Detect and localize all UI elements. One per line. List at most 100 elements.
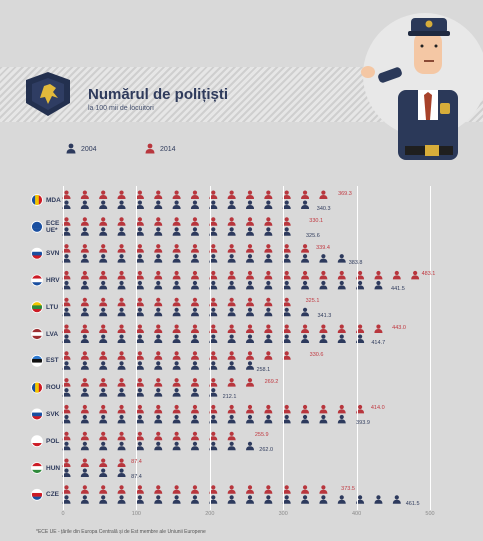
police-icon-2004 <box>154 361 163 370</box>
police-icon-2014 <box>227 190 236 199</box>
police-icon-2014 <box>135 378 144 387</box>
value-label-2004: 393.9 <box>356 420 370 427</box>
police-icon-2004 <box>135 334 144 343</box>
police-icon-2004 <box>209 200 218 209</box>
police-icon-2004 <box>282 254 291 263</box>
police-icon-2014 <box>282 404 291 414</box>
police-icon-2014 <box>135 351 144 360</box>
police-icon-2014 <box>246 217 254 226</box>
police-icon-2014 <box>301 485 310 494</box>
police-icon-2004 <box>154 280 163 290</box>
police-icon-2004 <box>246 441 254 451</box>
police-icon-2004 <box>190 200 199 209</box>
police-icon-2014 <box>62 485 71 494</box>
police-icon-2004 <box>99 388 108 397</box>
police-icon-2014 <box>356 404 365 414</box>
x-tick-label: 200 <box>205 511 215 517</box>
police-icon-2004 <box>209 227 218 236</box>
police-icon-2004 <box>99 307 108 317</box>
police-icon-2014 <box>135 404 144 414</box>
value-label-2004: 262.0 <box>259 447 274 454</box>
police-icon-2004 <box>301 307 310 317</box>
police-icon-2014 <box>172 485 181 494</box>
police-icon-2004 <box>117 227 126 236</box>
police-icon-2004 <box>172 441 181 451</box>
police-icon-2014 <box>227 378 236 387</box>
police-icon-2014 <box>135 485 144 494</box>
police-icon-2014 <box>117 485 126 494</box>
police-icon-2004 <box>246 495 254 504</box>
police-icon-2004 <box>172 361 181 370</box>
value-label-2014: 255.9 <box>254 432 269 439</box>
police-icon-2004 <box>227 441 236 451</box>
police-icon-2004 <box>117 468 126 477</box>
value-label-2004: 212.1 <box>222 393 237 400</box>
police-icon-2004 <box>62 495 71 504</box>
police-icon-2014 <box>172 217 181 226</box>
police-icon-2004 <box>172 280 181 290</box>
police-icon-2004 <box>209 254 218 263</box>
police-icon-2004 <box>301 495 310 504</box>
value-label-2004: 87.4 <box>131 474 142 480</box>
police-icon-2004 <box>172 414 181 424</box>
police-icon-2004 <box>154 200 163 209</box>
police-icon-2014 <box>154 217 163 226</box>
police-icon-2004 <box>301 414 310 424</box>
police-icon-2004 <box>246 200 254 209</box>
police-icon-2014 <box>99 270 108 280</box>
police-icon-2014 <box>264 404 273 414</box>
police-icon-2014 <box>135 431 144 441</box>
police-icon-2014 <box>117 297 126 307</box>
police-icon-2014 <box>117 244 126 253</box>
police-icon-2014 <box>80 431 89 441</box>
police-icon-2014 <box>227 324 236 333</box>
police-icon-2014 <box>190 378 199 387</box>
police-icon-2004 <box>209 361 218 370</box>
police-icon-2004 <box>80 441 89 451</box>
x-tick-label: 400 <box>352 511 362 517</box>
police-icon-2004 <box>62 388 71 397</box>
police-icon-2014 <box>62 297 71 307</box>
value-label-2004: 461.5 <box>405 500 420 507</box>
police-icon-2014 <box>190 324 199 333</box>
police-icon-2004 <box>246 227 254 236</box>
country-label: ROU <box>46 384 61 392</box>
police-icon-2004 <box>337 495 346 504</box>
police-icon-2004 <box>135 495 144 504</box>
police-icon-2014 <box>154 297 163 307</box>
police-icon-2014 <box>319 190 328 199</box>
police-icon-2014 <box>62 404 71 414</box>
police-icon-2004 <box>374 495 383 504</box>
police-icon-2014 <box>337 324 346 333</box>
police-icon-2014 <box>154 324 163 333</box>
police-icon-2014 <box>99 431 108 441</box>
police-icon-2004 <box>135 388 144 397</box>
flag-icon <box>31 247 43 260</box>
flag-icon <box>31 354 43 367</box>
police-icon-2004 <box>80 468 89 477</box>
police-icon-2004 <box>246 334 254 343</box>
police-icon-2004 <box>80 227 89 236</box>
flag-icon <box>31 194 43 206</box>
police-icon-2014 <box>282 297 291 307</box>
police-icon-2004 <box>246 361 254 370</box>
police-icon-2014 <box>135 244 144 253</box>
value-label-2014: 330.1 <box>309 217 324 224</box>
police-icon-2014 <box>62 458 71 467</box>
police-icon-2014 <box>80 458 89 467</box>
police-icon-2014 <box>246 351 254 360</box>
police-icon-2014 <box>282 485 291 494</box>
police-icon-2004 <box>337 254 346 263</box>
value-label-2014: 330.6 <box>309 351 324 358</box>
police-icon-2014 <box>190 217 199 226</box>
police-icon-2014 <box>356 270 365 280</box>
police-icon-2014 <box>80 485 89 494</box>
police-icon-2004 <box>190 334 199 343</box>
police-icon-2004 <box>117 361 126 370</box>
police-icon-2014 <box>282 270 291 280</box>
value-label-2004: 441.5 <box>391 286 405 293</box>
police-icon-2004 <box>319 334 328 343</box>
police-icon-2004 <box>117 414 126 424</box>
police-icon-2014 <box>62 351 71 360</box>
police-icon-2014 <box>172 431 181 441</box>
